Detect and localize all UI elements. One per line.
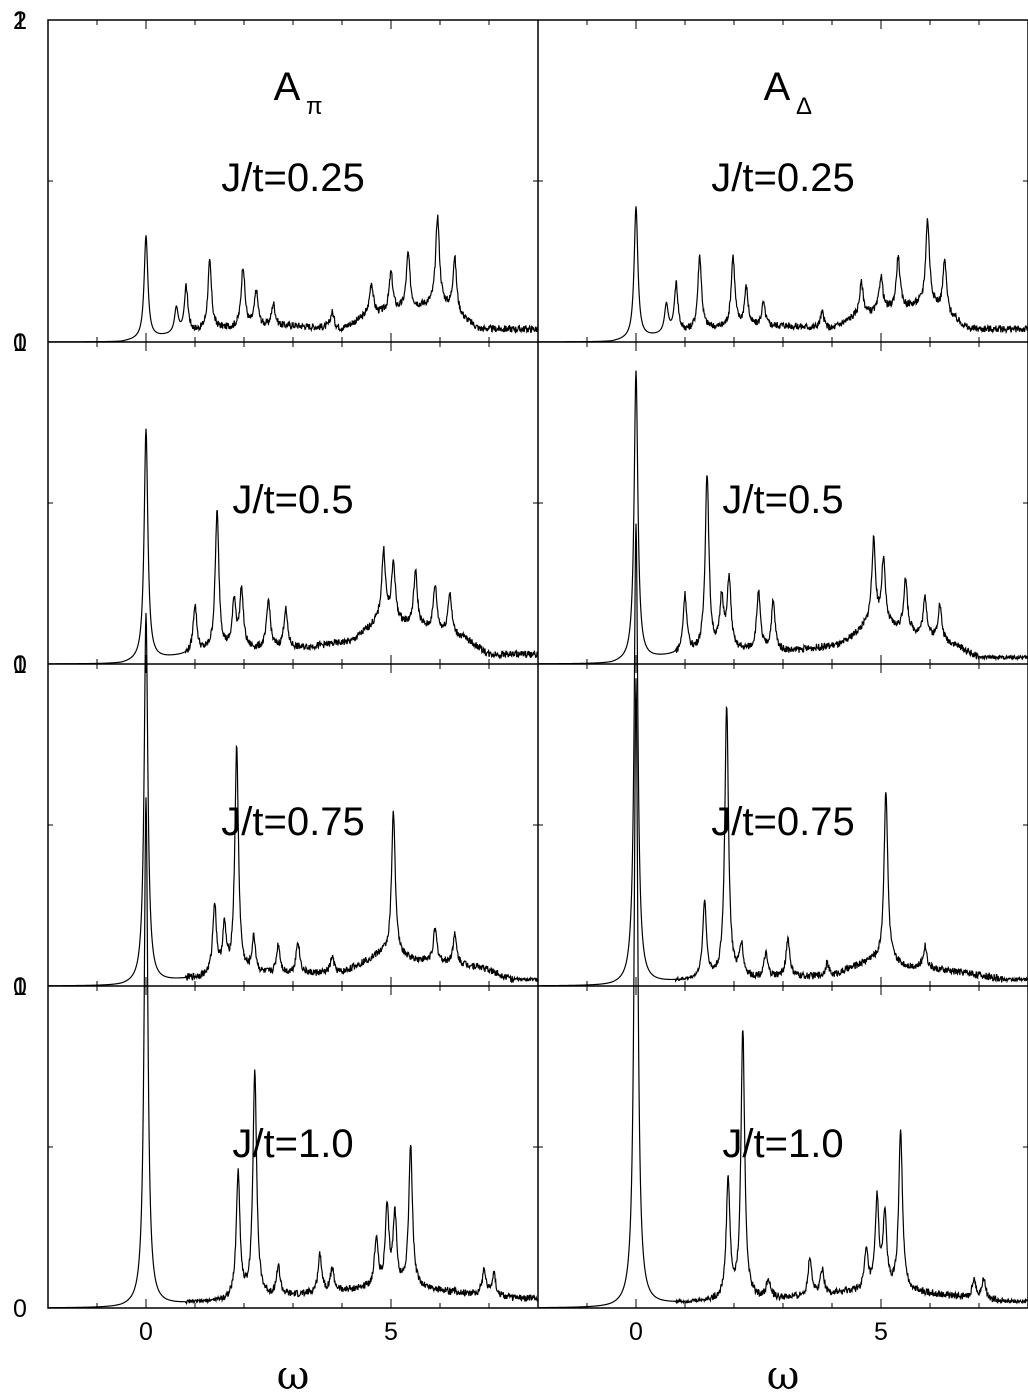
- panel-label-r3-c0: J/t=1.0: [232, 1122, 353, 1166]
- spectrum-line-r0-c1: [538, 206, 1028, 343]
- spectrum-line-r3-c0: [48, 797, 539, 1309]
- panel-label-r2-c0: J/t=0.75: [221, 800, 364, 844]
- panel-label-r0-c1: J/t=0.25: [711, 156, 854, 200]
- y-tick-label: 0: [13, 1295, 27, 1323]
- spectrum-line-r1-c1: [538, 370, 1028, 665]
- spectrum-line-r2-c0: [48, 612, 539, 987]
- y-tick-label: 1: [13, 329, 27, 357]
- x-tick-label: 5: [384, 1318, 398, 1346]
- y-tick-label: 1: [13, 973, 27, 1001]
- x-tick-label: 0: [139, 1318, 153, 1346]
- frame-layer: [47, 19, 1028, 1309]
- y-tick-label: 0: [13, 329, 27, 357]
- ticks-layer: [48, 19, 1028, 1308]
- panel-label-r1-c1: J/t=0.5: [722, 478, 843, 522]
- y-tick-label: 2: [13, 7, 27, 35]
- column-title-0: A: [274, 65, 301, 109]
- spectrum-line-r2-c1: [538, 523, 1028, 987]
- y-tick-label: 0: [13, 651, 27, 679]
- y-tick-label: 0: [13, 973, 27, 1001]
- column-title-subscript-1: Δ: [796, 93, 812, 120]
- spectrum-line-r0-c0: [48, 214, 539, 343]
- y-tick-label: 1: [13, 7, 27, 35]
- column-title-1: A: [764, 65, 791, 109]
- x-axis-label-left: ω: [277, 1353, 310, 1397]
- y-tick-label: 1: [13, 651, 27, 679]
- panels-layer: [47, 206, 1028, 1309]
- x-axis-label-right: ω: [767, 1353, 800, 1397]
- spectrum-line-r3-c1: [538, 678, 1028, 1309]
- column-title-subscript-0: π: [306, 93, 323, 120]
- x-tick-label: 0: [629, 1318, 643, 1346]
- panel-label-r1-c0: J/t=0.5: [232, 478, 353, 522]
- panel-label-r0-c0: J/t=0.25: [221, 156, 364, 200]
- x-tick-label: 5: [874, 1318, 888, 1346]
- spectrum-line-r1-c0: [47, 428, 539, 665]
- panel-label-r2-c1: J/t=0.75: [711, 800, 854, 844]
- panel-label-r3-c1: J/t=1.0: [722, 1122, 843, 1166]
